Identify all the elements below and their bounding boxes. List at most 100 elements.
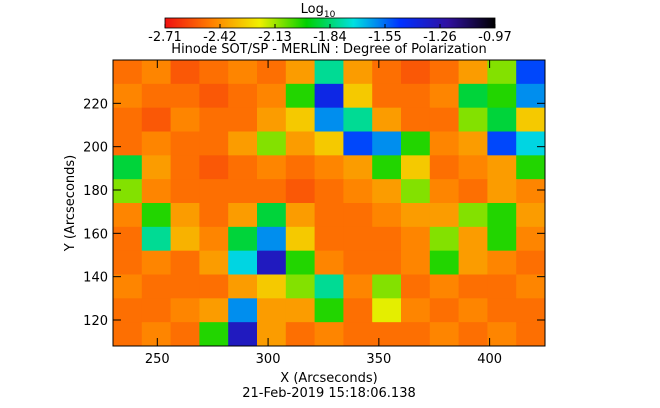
heatmap-cell [372,131,402,156]
heatmap-cell [141,131,172,156]
heatmap-cell [228,274,258,299]
y-tick-label: 160 [83,227,108,242]
heatmap-cell [141,298,172,323]
heatmap-cell [170,83,200,109]
heatmap-cell [285,83,316,109]
heatmap-cell [113,274,143,299]
heatmap-cell [113,60,143,85]
heatmap-cell [516,298,546,323]
heatmap-cell [516,131,546,156]
heatmap-cell [458,322,488,347]
heatmap-cell [228,155,258,180]
heatmap-cell [343,250,373,275]
heatmap-cell [113,83,143,109]
heatmap-cell [516,322,546,347]
y-tick-label: 120 [83,314,108,329]
heatmap-cell [372,250,402,275]
heatmap-cell [314,179,344,204]
heatmap-cell [516,179,546,204]
colorbar-tick-label: -2.13 [258,30,292,45]
heatmap-cell [199,107,229,132]
heatmap-cell [170,179,200,204]
heatmap-cell [257,250,287,275]
heatmap-cell [257,274,287,299]
heatmap-cell [314,274,344,299]
heatmap-cell [343,131,373,156]
heatmap-cell [372,179,402,204]
heatmap-cell [429,203,460,228]
heatmap-cell [314,107,344,132]
heatmap-cell [458,203,488,228]
heatmap-cell [343,203,373,228]
heatmap-cell [141,60,172,85]
heatmap-cell [487,322,517,347]
heatmap-cell [458,107,488,132]
heatmap-cell [113,250,143,275]
heatmap-cell [199,274,229,299]
heatmap-cell [372,322,402,347]
heatmap-cell [285,298,316,323]
colorbar-label-sub: 10 [324,10,336,20]
heatmap-cell [285,131,316,156]
heatmap-cell [487,226,517,252]
heatmap-cell [516,60,546,85]
heatmap-cell [429,274,460,299]
y-tick-label: 200 [83,141,108,156]
colorbar-tick-label: -1.26 [423,30,457,45]
heatmap-cell [170,226,200,252]
heatmap-cell [401,298,431,323]
heatmap-cell [141,179,172,204]
heatmap-cell [170,203,200,228]
x-axis-label: X (Arcseconds) [280,371,377,386]
heatmap-cell [314,83,344,109]
heatmap-cell [141,274,172,299]
heatmap-cell [429,131,460,156]
heatmap-cell [372,226,402,252]
heatmap-cell [170,322,200,347]
heatmap-cell [199,298,229,323]
heatmap-cell [458,179,488,204]
heatmap-cell [314,60,344,85]
heatmap-cell [113,226,143,252]
heatmap-cell [257,107,287,132]
heatmap-cell [458,83,488,109]
colorbar-tick-label: -0.97 [478,30,512,45]
heatmap-cell [285,250,316,275]
heatmap-cell [487,179,517,204]
heatmap-cell [228,131,258,156]
heatmap-cell [113,203,143,228]
heatmap-cell [458,131,488,156]
heatmap-cell [401,203,431,228]
chart-title: Hinode SOT/SP - MERLIN : Degree of Polar… [171,42,486,57]
heatmap-cell [429,60,460,85]
heatmap-cell [372,83,402,109]
heatmap-cell [314,226,344,252]
y-tick-label: 180 [83,184,108,199]
heatmap-cell [199,322,229,347]
heatmap-cell [199,83,229,109]
heatmap-cell [228,107,258,132]
heatmap-cell [429,250,460,275]
heatmap-cell [285,179,316,204]
heatmap-cell [458,155,488,180]
heatmap-cell [487,60,517,85]
heatmap-cell [429,179,460,204]
heatmap-cell [401,274,431,299]
heatmap-cell [113,179,143,204]
colorbar-tick-label: -1.84 [313,30,347,45]
heatmap-cell [141,155,172,180]
colorbar-label-main: Log [301,2,324,17]
heatmap-cell [429,322,460,347]
heatmap-cell [285,203,316,228]
heatmap-cell [516,250,546,275]
x-tick-label: 250 [145,352,170,367]
heatmap-cell [314,155,344,180]
heatmap-cell [141,203,172,228]
heatmap-cell [257,131,287,156]
heatmap-cell [314,131,344,156]
heatmap-cell [285,60,316,85]
heatmap-cell [343,298,373,323]
heatmap-cell [343,83,373,109]
heatmap-cell [199,250,229,275]
